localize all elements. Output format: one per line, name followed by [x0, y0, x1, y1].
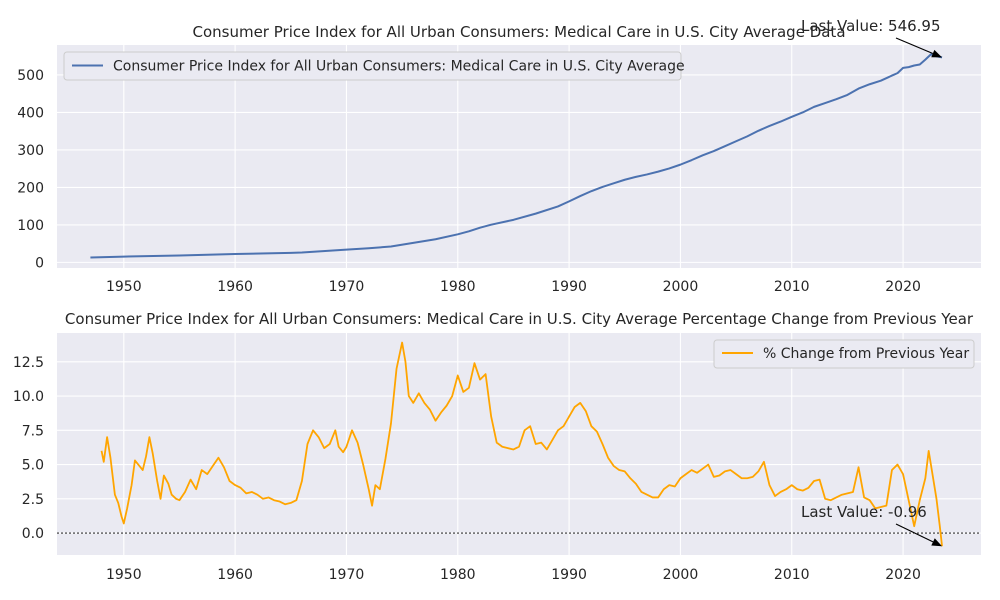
- cpi-level-plot-area: [57, 45, 981, 268]
- cpi-level-y-axis: 0 100 200 300 400 500: [17, 68, 44, 271]
- cpi-level-y-tick-label: 500: [17, 68, 44, 84]
- pct-change-x-tick-label: 1980: [440, 567, 476, 583]
- cpi-level-x-tick-label: 1960: [217, 279, 253, 295]
- cpi-level-annotation-arrowhead: [931, 49, 943, 58]
- pct-change-y-tick-label: 10.0: [13, 389, 44, 405]
- pct-change-legend: % Change from Previous Year: [713, 339, 975, 369]
- pct-change-chart: Consumer Price Index for All Urban Consu…: [13, 310, 981, 583]
- pct-change-annotation-arrow: [895, 523, 934, 543]
- pct-change-annotation-arrowhead: [931, 538, 943, 547]
- pct-change-x-tick-label: 2000: [663, 567, 699, 583]
- pct-change-y-axis: 0.0 2.5 5.0 7.5 10.0 12.5: [13, 355, 44, 542]
- cpi-level-x-tick-label: 2010: [774, 279, 810, 295]
- cpi-level-y-tick-label: 0: [35, 255, 44, 271]
- pct-change-legend-label: % Change from Previous Year: [763, 346, 969, 362]
- pct-change-x-tick-label: 1990: [551, 567, 587, 583]
- cpi-level-x-tick-label: 1980: [440, 279, 476, 295]
- pct-change-annotation: Last Value: -0.96: [801, 503, 943, 547]
- cpi-level-series-line: [90, 53, 943, 259]
- cpi-level-y-tick-label: 300: [17, 143, 44, 159]
- cpi-level-x-tick-label: 2000: [663, 279, 699, 295]
- cpi-level-chart-title: Consumer Price Index for All Urban Consu…: [192, 23, 845, 41]
- cpi-level-x-axis: 1950 1960 1970 1980 1990 2000 2010 2020: [106, 279, 921, 295]
- pct-change-chart-title: Consumer Price Index for All Urban Consu…: [65, 310, 974, 328]
- cpi-level-chart: Consumer Price Index for All Urban Consu…: [17, 17, 981, 295]
- cpi-level-legend: Consumer Price Index for All Urban Consu…: [63, 51, 685, 81]
- pct-change-y-tick-label: 5.0: [22, 458, 44, 474]
- cpi-level-last-value-annotation: Last Value: 546.95: [801, 17, 941, 35]
- cpi-level-annotation-arrow: [895, 37, 934, 55]
- cpi-level-x-tick-label: 1950: [106, 279, 142, 295]
- cpi-level-annotation: Last Value: 546.95: [801, 17, 943, 58]
- pct-change-x-tick-label: 1970: [329, 567, 365, 583]
- cpi-level-x-tick-label: 2020: [885, 279, 921, 295]
- cpi-level-y-tick-label: 200: [17, 180, 44, 196]
- pct-change-y-tick-label: 0.0: [22, 526, 44, 542]
- cpi-level-x-tick-label: 1970: [329, 279, 365, 295]
- pct-change-x-tick-label: 1950: [106, 567, 142, 583]
- cpi-level-y-tick-label: 100: [17, 218, 44, 234]
- pct-change-x-axis: 1950 1960 1970 1980 1990 2000 2010 2020: [106, 567, 921, 583]
- cpi-level-legend-box: [63, 51, 682, 81]
- pct-change-series-line: [100, 341, 943, 547]
- cpi-level-legend-label: Consumer Price Index for All Urban Consu…: [113, 59, 685, 75]
- cpi-level-y-tick-label: 400: [17, 105, 44, 121]
- pct-change-y-tick-label: 12.5: [13, 355, 44, 371]
- pct-change-legend-box: [713, 339, 975, 369]
- pct-change-last-value-annotation: Last Value: -0.96: [801, 503, 927, 521]
- pct-change-x-tick-label: 2020: [885, 567, 921, 583]
- pct-change-x-tick-label: 1960: [217, 567, 253, 583]
- cpi-level-x-tick-label: 1990: [551, 279, 587, 295]
- pct-change-y-tick-label: 2.5: [22, 492, 44, 508]
- pct-change-y-tick-label: 7.5: [22, 423, 44, 439]
- pct-change-x-tick-label: 2010: [774, 567, 810, 583]
